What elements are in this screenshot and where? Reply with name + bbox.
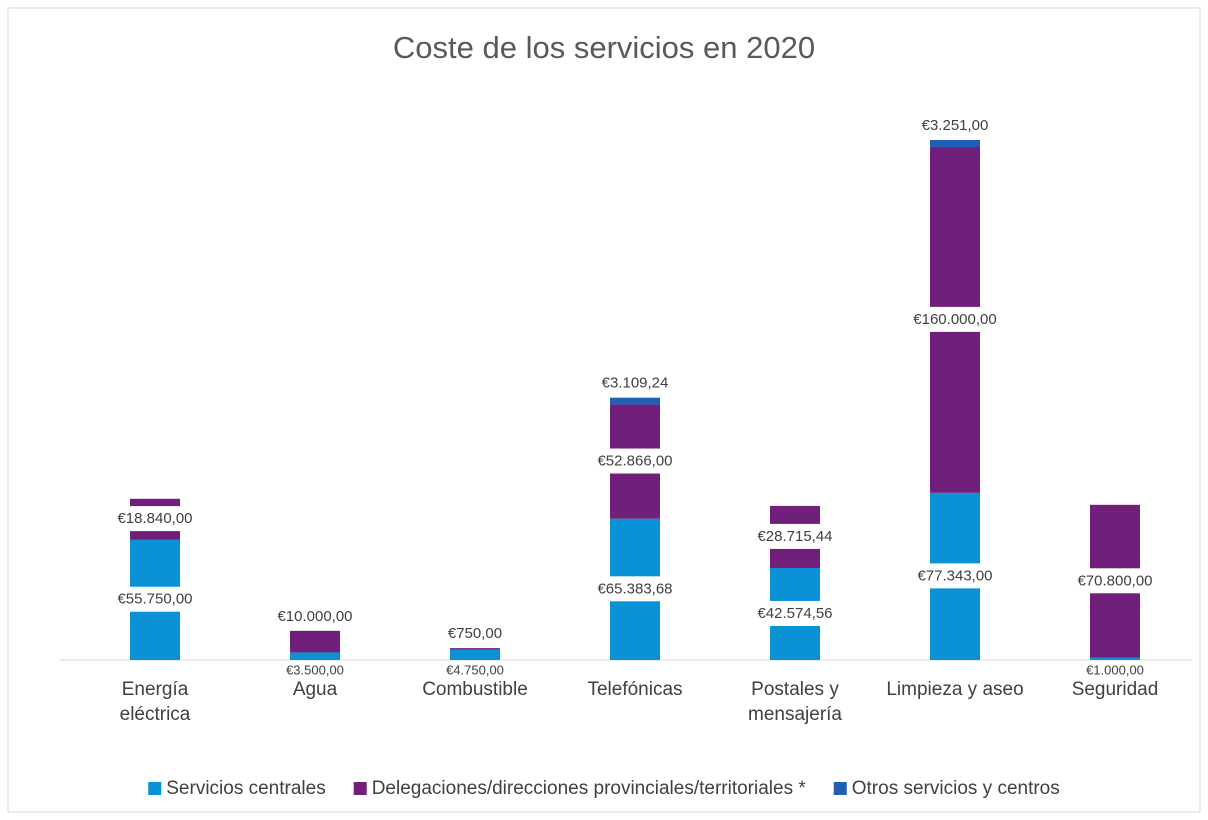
data-label: €28.715,44 — [757, 528, 832, 545]
data-label: €52.866,00 — [597, 453, 672, 470]
x-tick-label: Agua — [292, 679, 338, 700]
data-label: €10.000,00 — [277, 608, 352, 625]
data-label: €1.000,00 — [1086, 662, 1144, 677]
legend-swatch — [148, 782, 162, 795]
chart-border — [7, 7, 1201, 813]
bar-segment — [450, 648, 500, 650]
bar-segment — [290, 652, 340, 660]
data-label-bg — [1074, 568, 1156, 594]
data-label: €160.000,00 — [913, 311, 996, 328]
data-label-bg — [114, 506, 196, 532]
data-label-bg — [914, 563, 996, 589]
data-label-bg — [754, 600, 836, 626]
legend-swatch — [353, 782, 367, 795]
x-tick-label: Telefónicas — [587, 679, 683, 700]
x-tick-label: Energía eléctrica — [119, 679, 191, 725]
data-label: €42.574,56 — [757, 605, 832, 622]
data-label: €4.750,00 — [446, 662, 504, 677]
bar-segment — [610, 397, 660, 405]
x-tick-label: Limpieza y aseo — [886, 679, 1024, 700]
data-label: €70.800,00 — [1077, 572, 1152, 589]
data-label-bg — [754, 523, 836, 549]
legend-label: Otros servicios y centros — [852, 778, 1060, 799]
bar-segment — [1090, 657, 1140, 660]
bar-segment — [930, 140, 980, 148]
legend-label: Servicios centrales — [166, 778, 325, 799]
data-label: €55.750,00 — [117, 591, 192, 608]
bar-segment — [290, 630, 340, 653]
data-label-bg — [594, 448, 676, 474]
data-label: €3.109,24 — [602, 375, 669, 392]
bar-segment — [450, 649, 500, 660]
data-label-bg — [594, 576, 676, 602]
x-tick-label: Combustible — [422, 679, 528, 700]
chart-title: Coste de los servicios en 2020 — [393, 30, 815, 65]
data-label-bg — [910, 306, 1000, 332]
data-label: €77.343,00 — [917, 567, 992, 584]
data-label-bg — [114, 586, 196, 612]
data-label: €3.500,00 — [286, 662, 344, 677]
data-label: €18.840,00 — [117, 510, 192, 527]
data-label: €65.383,68 — [597, 580, 672, 597]
legend-label: Delegaciones/direcciones provinciales/te… — [372, 778, 807, 799]
data-label: €3.251,00 — [922, 117, 989, 134]
x-tick-label: Seguridad — [1071, 679, 1159, 700]
x-tick-label: Postales y mensajería — [748, 679, 842, 725]
legend-swatch — [833, 782, 847, 795]
data-label: €750,00 — [448, 625, 502, 642]
